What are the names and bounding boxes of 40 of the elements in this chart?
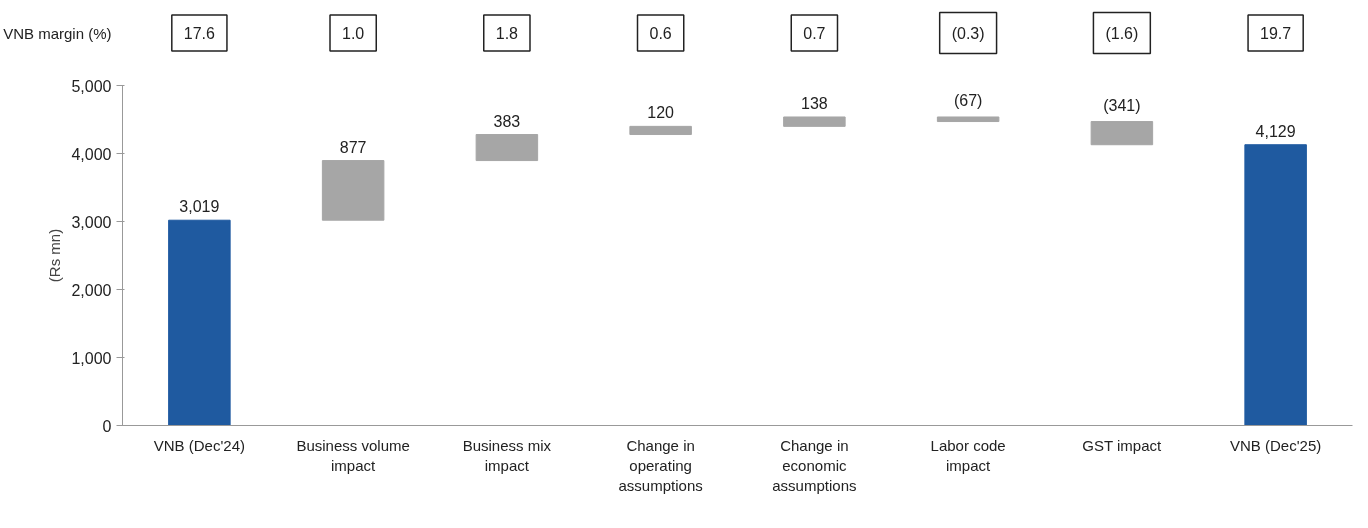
y-tick-label: 0	[102, 417, 112, 435]
text: 19.7	[1260, 25, 1292, 42]
text: 17.6	[183, 25, 216, 42]
text: 0.7	[803, 25, 826, 42]
data-label: 383	[493, 112, 521, 130]
bar	[168, 219, 231, 426]
x-tick-label: Change in economic assumptions	[772, 436, 857, 495]
data-label: (67)	[953, 91, 983, 109]
data-label: 4,129	[1255, 122, 1296, 140]
y-tick-label: 1,000	[71, 349, 112, 367]
y-tick-label: 5,000	[71, 77, 112, 95]
bar	[475, 134, 539, 162]
bar	[321, 160, 385, 221]
x-tick-label: Labor code impact	[930, 436, 1006, 474]
y-axis-title: (Rs mn)	[46, 228, 64, 283]
text: 1.0	[342, 25, 365, 42]
text: (0.3)	[951, 24, 985, 42]
y-tick-label: 4,000	[71, 145, 112, 163]
text: (1.6)	[1105, 24, 1139, 42]
text: VNB margin (%)	[3, 24, 112, 42]
text: 1.8	[495, 25, 519, 42]
x-tick-label: GST impact	[1082, 436, 1163, 454]
x-tick-label: Change in operating assumptions	[618, 436, 703, 495]
bar	[936, 116, 1000, 123]
data-label: (341)	[1103, 96, 1141, 114]
bar	[1090, 121, 1154, 146]
x-tick-label: VNB (Dec'25)	[1230, 436, 1322, 454]
text: 0.6	[649, 25, 672, 42]
y-tick-label: 3,000	[71, 213, 112, 231]
bar	[629, 125, 692, 136]
bar	[783, 116, 846, 127]
data-label: 3,019	[179, 198, 220, 216]
data-label: 877	[339, 138, 367, 156]
x-tick-label: Business mix impact	[462, 436, 552, 474]
data-label: 138	[801, 94, 828, 112]
y-tick-label: 2,000	[71, 281, 112, 299]
bar	[1244, 144, 1307, 426]
x-tick-label: VNB (Dec'24)	[153, 436, 245, 454]
data-label: 120	[647, 104, 675, 122]
x-tick-label: Business volume impact	[296, 436, 410, 474]
